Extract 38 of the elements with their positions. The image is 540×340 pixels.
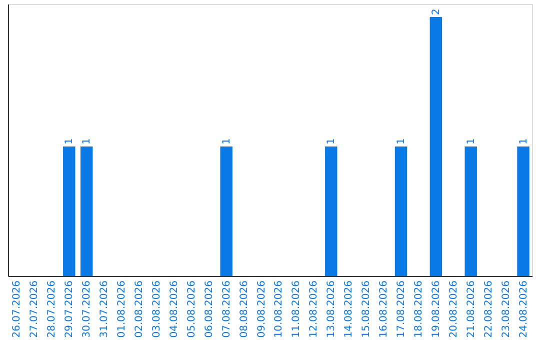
x-tick-label: 09.08.2026 <box>256 280 268 338</box>
x-tick-label: 21.08.2026 <box>466 280 477 338</box>
x-tick-label: 10.08.2026 <box>274 280 285 338</box>
x-tick-label: 18.08.2026 <box>413 280 424 338</box>
data-label: 1 <box>326 138 338 144</box>
x-tick-label: 05.08.2026 <box>186 280 198 338</box>
x-tick-label: 19.08.2026 <box>430 280 442 338</box>
x-tick-label: 26.07.2026 <box>12 280 23 338</box>
x-tick-label: 31.07.2026 <box>99 280 110 338</box>
data-label: 1 <box>396 138 407 144</box>
data-label: 1 <box>82 138 93 144</box>
x-tick-label: 17.08.2026 <box>396 280 407 338</box>
x-tick-label: 07.08.2026 <box>221 280 232 338</box>
x-tick-label: 20.08.2026 <box>448 280 460 338</box>
x-tick-label: 16.08.2026 <box>378 280 390 338</box>
data-label: 1 <box>466 138 477 144</box>
x-tick-label: 15.08.2026 <box>361 280 372 338</box>
x-tick-label: 27.07.2026 <box>29 280 40 338</box>
x-tick-label: 22.08.2026 <box>483 280 494 338</box>
x-tick-label: 13.08.2026 <box>326 280 338 338</box>
x-tick-label: 11.08.2026 <box>291 280 302 338</box>
x-tick-label: 29.07.2026 <box>64 280 76 338</box>
x-tick-label: 06.08.2026 <box>204 280 215 338</box>
x-tick-label: 08.08.2026 <box>238 280 250 338</box>
x-tick-label: 30.07.2026 <box>82 280 93 338</box>
x-tick-label: 01.08.2026 <box>116 280 128 338</box>
x-tick-label: 03.08.2026 <box>151 280 162 338</box>
x-tick-label: 02.08.2026 <box>134 280 145 338</box>
x-tick-label: 28.07.2026 <box>46 280 58 338</box>
x-tick-label: 23.08.2026 <box>500 280 512 338</box>
data-label: 1 <box>518 138 530 144</box>
x-tick-label: 14.08.2026 <box>344 280 355 338</box>
data-label: 1 <box>221 138 232 144</box>
x-tick-label: 04.08.2026 <box>168 280 180 338</box>
data-label: 1 <box>64 138 76 144</box>
data-label: 2 <box>430 8 442 15</box>
x-tick-label: 12.08.2026 <box>308 280 320 338</box>
x-tick-label: 24.08.2026 <box>518 280 530 338</box>
